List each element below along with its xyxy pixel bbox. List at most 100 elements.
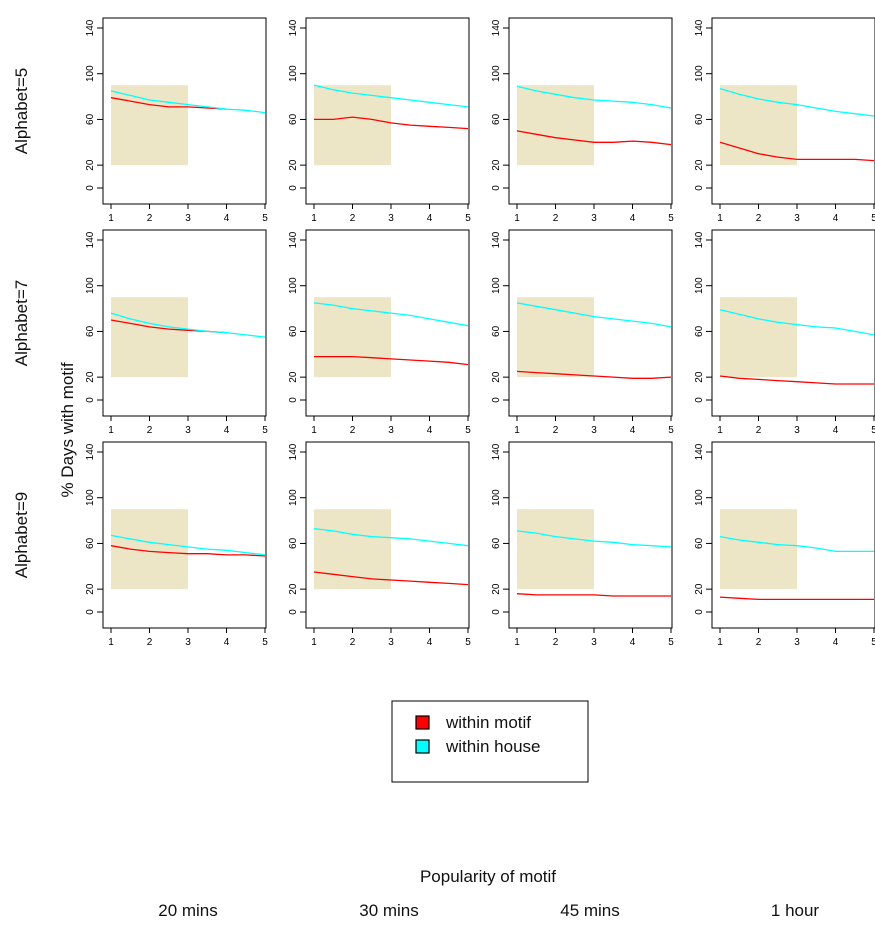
column-labels: 20 mins 30 mins 45 mins 1 hour <box>158 901 819 920</box>
x-tick-label: 3 <box>591 425 597 436</box>
x-tick-label: 1 <box>717 637 723 648</box>
y-tick-label: 0 <box>491 397 502 403</box>
shaded-region <box>720 297 797 378</box>
x-tick-label: 1 <box>514 637 520 648</box>
legend-swatch <box>415 739 430 754</box>
x-tick-label: 3 <box>388 637 394 648</box>
y-tick-label: 0 <box>288 397 299 403</box>
y-tick-label: 100 <box>694 65 705 82</box>
panel: 0 20 60 100 140 1 2 3 4 5 <box>288 229 471 436</box>
x-tick-label: 2 <box>147 213 153 224</box>
y-tick-label: 20 <box>694 159 705 171</box>
y-tick-label: 60 <box>288 113 299 125</box>
x-tick-label: 5 <box>262 637 268 648</box>
series-line-within-motif <box>516 130 672 146</box>
y-tick-label: 0 <box>694 609 705 615</box>
y-tick-label: 0 <box>85 609 96 615</box>
y-tick-label: 140 <box>694 19 705 36</box>
y-tick-label: 140 <box>85 19 96 36</box>
series-line-within-motif <box>313 571 469 586</box>
shaded-region <box>517 85 594 166</box>
column-label: 30 mins <box>359 901 419 920</box>
y-tick-label: 20 <box>491 159 502 171</box>
x-tick-label: 4 <box>630 425 636 436</box>
x-tick-label: 5 <box>871 637 875 648</box>
y-tick-label: 100 <box>694 489 705 506</box>
x-tick-label: 5 <box>871 425 875 436</box>
y-tick-label: 20 <box>491 583 502 595</box>
panel: 0 20 60 100 140 1 2 3 4 5 <box>85 441 268 648</box>
panel-frame <box>305 17 470 205</box>
panel-frame <box>711 441 875 629</box>
series-line-within-motif <box>314 116 469 130</box>
column-label: 1 hour <box>771 901 820 920</box>
x-tick-label: 2 <box>553 637 559 648</box>
x-tick-label: 5 <box>262 425 268 436</box>
y-tick-label: 0 <box>491 185 502 191</box>
x-tick-label: 5 <box>871 213 875 224</box>
y-tick-label: 60 <box>491 537 502 549</box>
panel: 0 20 60 100 140 1 2 3 4 5 <box>288 441 471 648</box>
panel: 0 20 60 100 140 1 2 3 4 5 <box>491 17 674 224</box>
y-tick-label: 140 <box>288 231 299 248</box>
row-label: Alphabet=5 <box>12 68 31 155</box>
x-axis-title: Popularity of motif <box>420 867 556 886</box>
x-tick-label: 3 <box>185 425 191 436</box>
row-label: Alphabet=9 <box>12 492 31 579</box>
x-tick-label: 3 <box>794 637 800 648</box>
x-tick-label: 4 <box>833 213 839 224</box>
series-line-within-house <box>313 84 469 108</box>
series-line-within-motif <box>719 596 874 601</box>
shaded-region <box>111 85 188 166</box>
y-tick-label: 0 <box>491 609 502 615</box>
y-tick-label: 140 <box>85 231 96 248</box>
x-tick-label: 2 <box>553 425 559 436</box>
x-tick-label: 1 <box>311 637 317 648</box>
x-tick-label: 1 <box>108 425 114 436</box>
x-tick-label: 5 <box>668 637 674 648</box>
y-tick-label: 60 <box>288 325 299 337</box>
panel-frame <box>305 229 470 417</box>
legend-label: within motif <box>445 713 531 732</box>
x-tick-label: 2 <box>756 637 762 648</box>
y-tick-label: 140 <box>288 19 299 36</box>
y-tick-label: 60 <box>491 113 502 125</box>
y-axis-title: % Days with motif <box>58 362 77 497</box>
x-tick-label: 4 <box>224 213 230 224</box>
y-tick-label: 0 <box>288 185 299 191</box>
y-tick-label: 20 <box>694 583 705 595</box>
legend-label: within house <box>445 737 541 756</box>
panel: 0 20 60 100 140 1 2 3 4 5 <box>694 441 875 648</box>
panel-frame <box>102 441 267 629</box>
series-line-within-house <box>313 302 469 327</box>
x-tick-label: 1 <box>311 425 317 436</box>
panel: 0 20 60 100 140 1 2 3 4 5 <box>85 229 268 436</box>
x-tick-label: 4 <box>427 425 433 436</box>
x-tick-label: 2 <box>350 637 356 648</box>
series-line-within-motif <box>719 375 874 385</box>
y-tick-label: 140 <box>288 443 299 460</box>
y-tick-label: 60 <box>491 325 502 337</box>
y-tick-label: 60 <box>85 325 96 337</box>
panel: 0 20 60 100 140 1 2 3 4 5 <box>694 229 875 436</box>
y-tick-label: 60 <box>694 113 705 125</box>
y-tick-label: 0 <box>85 185 96 191</box>
panel-frame <box>711 17 875 205</box>
series-line-within-house <box>313 527 469 547</box>
x-tick-label: 3 <box>185 213 191 224</box>
y-tick-label: 100 <box>491 489 502 506</box>
panel: 0 20 60 100 140 1 2 3 4 5 <box>288 17 471 224</box>
x-tick-label: 3 <box>794 425 800 436</box>
panel-frame <box>508 229 673 417</box>
series-line-within-house <box>516 530 672 548</box>
y-tick-label: 60 <box>85 537 96 549</box>
panel-frame <box>102 229 267 417</box>
y-tick-label: 60 <box>85 113 96 125</box>
y-tick-label: 100 <box>491 65 502 82</box>
x-tick-label: 5 <box>668 213 674 224</box>
y-tick-label: 100 <box>85 277 96 294</box>
column-label: 45 mins <box>560 901 620 920</box>
x-tick-label: 4 <box>427 213 433 224</box>
shaded-region <box>314 509 391 590</box>
